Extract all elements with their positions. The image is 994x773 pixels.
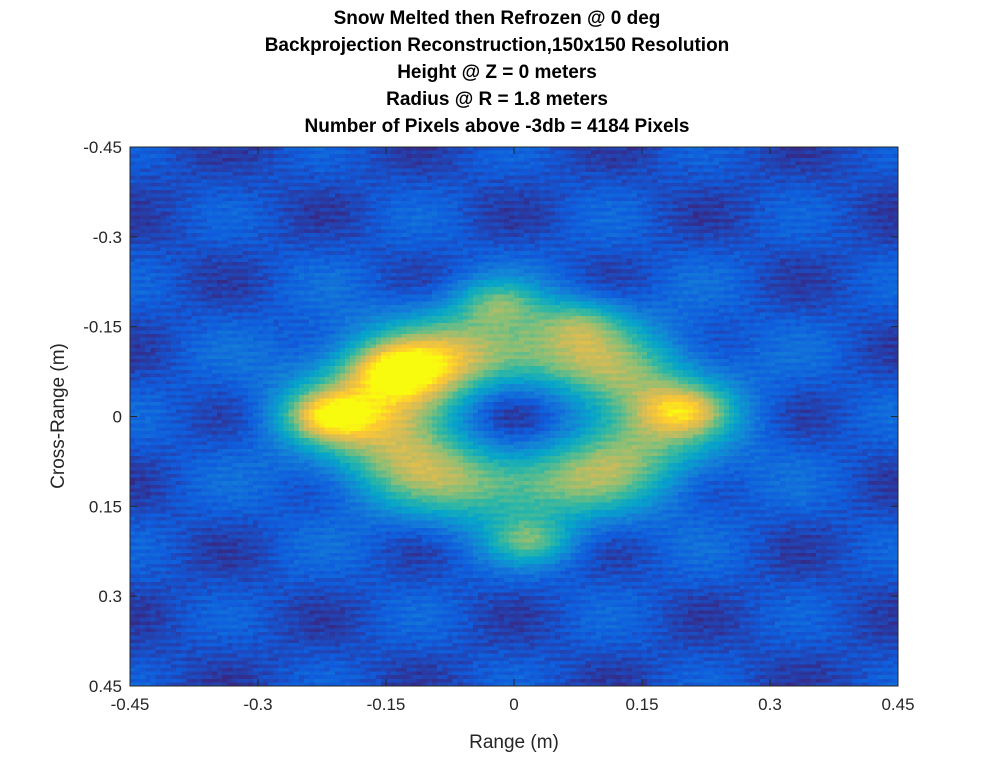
x-tick-label: -0.15 [367, 695, 406, 714]
heatmap-image [130, 147, 898, 686]
x-tick-label: 0 [509, 695, 518, 714]
x-tick-label: -0.45 [111, 695, 150, 714]
x-tick-label: -0.3 [243, 695, 272, 714]
chart-title-line-3: Height @ Z = 0 meters [397, 62, 597, 83]
chart-title-line-4: Radius @ R = 1.8 meters [386, 89, 608, 110]
chart-title-line-2: Backprojection Reconstruction,150x150 Re… [264, 35, 730, 56]
x-tick-label: 0.3 [758, 695, 782, 714]
y-tick-label: -0.15 [83, 318, 122, 337]
y-tick-label: -0.3 [93, 228, 122, 247]
x-tick-label: 0.15 [625, 695, 658, 714]
chart-title-line-1: Snow Melted then Refrozen @ 0 deg [333, 8, 661, 29]
y-axis-label: Cross-Range (m) [48, 343, 69, 489]
y-tick-label: 0 [113, 408, 122, 427]
y-axis: -0.45 -0.3 -0.15 0 0.15 0.3 0.45 [83, 138, 898, 696]
y-tick-label: -0.45 [83, 138, 122, 157]
y-tick-label: 0.3 [98, 587, 122, 606]
y-tick-label: 0.15 [89, 497, 122, 516]
y-tick-label: 0.45 [89, 677, 122, 696]
x-axis: -0.45 -0.3 -0.15 0 0.15 0.3 0.45 [111, 147, 915, 714]
x-axis-label: Range (m) [469, 732, 559, 753]
x-tick-label: 0.45 [881, 695, 914, 714]
chart-title-line-5: Number of Pixels above -3db = 4184 Pixel… [304, 116, 690, 137]
